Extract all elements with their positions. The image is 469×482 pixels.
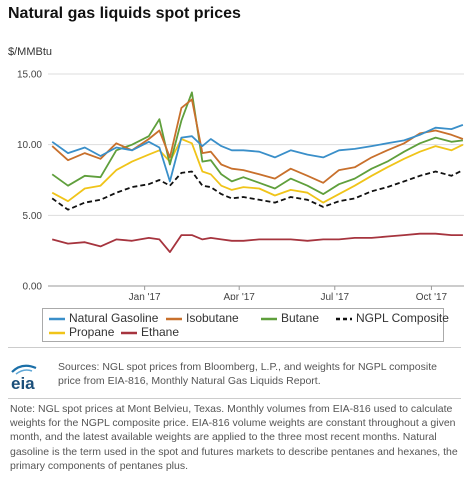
y-tick-label: 5.00 (23, 211, 43, 222)
y-axis-unit-label: $/MMBtu (8, 46, 53, 58)
x-tick-label: Jul '17 (320, 292, 349, 300)
legend-item-butane: Butane (261, 311, 319, 325)
y-tick-label: 15.00 (17, 70, 42, 81)
series-line-natural-gasoline (51, 124, 464, 183)
y-axis-ticks: 0.00 5.00 10.00 15.00 (17, 70, 42, 293)
legend-label: Ethane (141, 325, 180, 339)
series-line-propane (51, 138, 464, 204)
legend-item-propane: Propane (49, 325, 114, 339)
series-line-ngpl-composite (51, 169, 464, 211)
x-axis-ticks: Jan '17 Apr '17 Jul '17 Oct '17 (129, 286, 448, 300)
divider (8, 347, 461, 348)
logo-wordmark: eia (11, 374, 35, 393)
series-lines (51, 91, 464, 254)
y-tick-label: 0.00 (23, 282, 43, 293)
legend-item-ngpl-composite: NGPL Composite (336, 311, 449, 325)
series-line-ethane (51, 232, 463, 254)
series-line-butane (51, 91, 464, 196)
legend-item-ethane: Ethane (121, 325, 179, 339)
legend-swatch (166, 317, 182, 321)
legend-label: Butane (281, 311, 320, 325)
sources-text: Sources: NGL spot prices from Bloomberg,… (58, 361, 437, 387)
legend-label: Natural Gasoline (69, 311, 159, 325)
legend-swatch (49, 317, 65, 321)
note-text: Note: NGL spot prices at Mont Belvieu, T… (10, 403, 458, 472)
x-tick-label: Apr '17 (224, 292, 256, 300)
legend-swatch (336, 317, 352, 321)
divider (8, 398, 461, 399)
legend-item-natural-gasoline: Natural Gasoline (49, 311, 158, 325)
legend-label: Propane (69, 325, 115, 339)
x-tick-label: Oct '17 (416, 292, 448, 300)
legend-swatch (121, 331, 137, 335)
legend-swatch (49, 331, 65, 335)
legend-swatch (261, 317, 277, 321)
line-chart: 0.00 5.00 10.00 15.00 Jan '17 Apr '17 Jul '17… (17, 70, 464, 300)
grid-lines (48, 73, 464, 287)
x-tick-label: Jan '17 (129, 292, 161, 300)
eia-logo: eia (11, 364, 37, 393)
legend-label: NGPL Composite (356, 311, 449, 325)
legend-item-isobutane: Isobutane (166, 311, 239, 325)
page-title: Natural gas liquids spot prices (8, 5, 241, 22)
legend-label: Isobutane (186, 311, 239, 325)
chart-legend: Natural Gasoline Isobutane Butane NGPL C… (42, 308, 449, 342)
y-tick-label: 10.00 (17, 140, 42, 151)
